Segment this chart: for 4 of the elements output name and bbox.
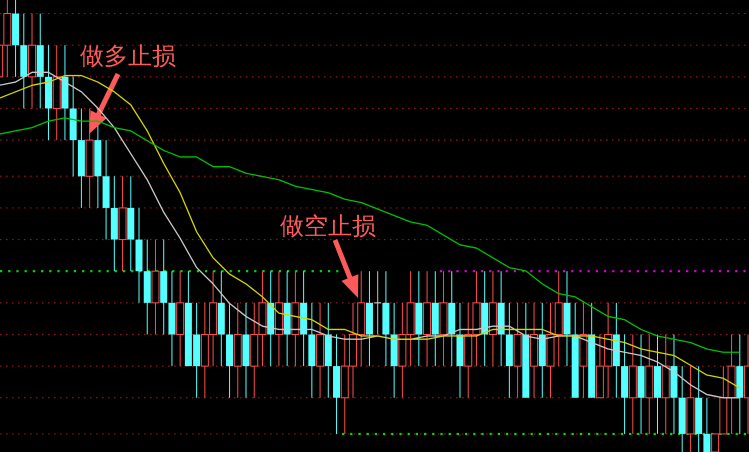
candlestick: [703, 397, 710, 452]
annotation: 做多止损: [80, 42, 176, 70]
candlestick: [374, 270, 382, 335]
annotation: 做空止损: [280, 212, 376, 240]
